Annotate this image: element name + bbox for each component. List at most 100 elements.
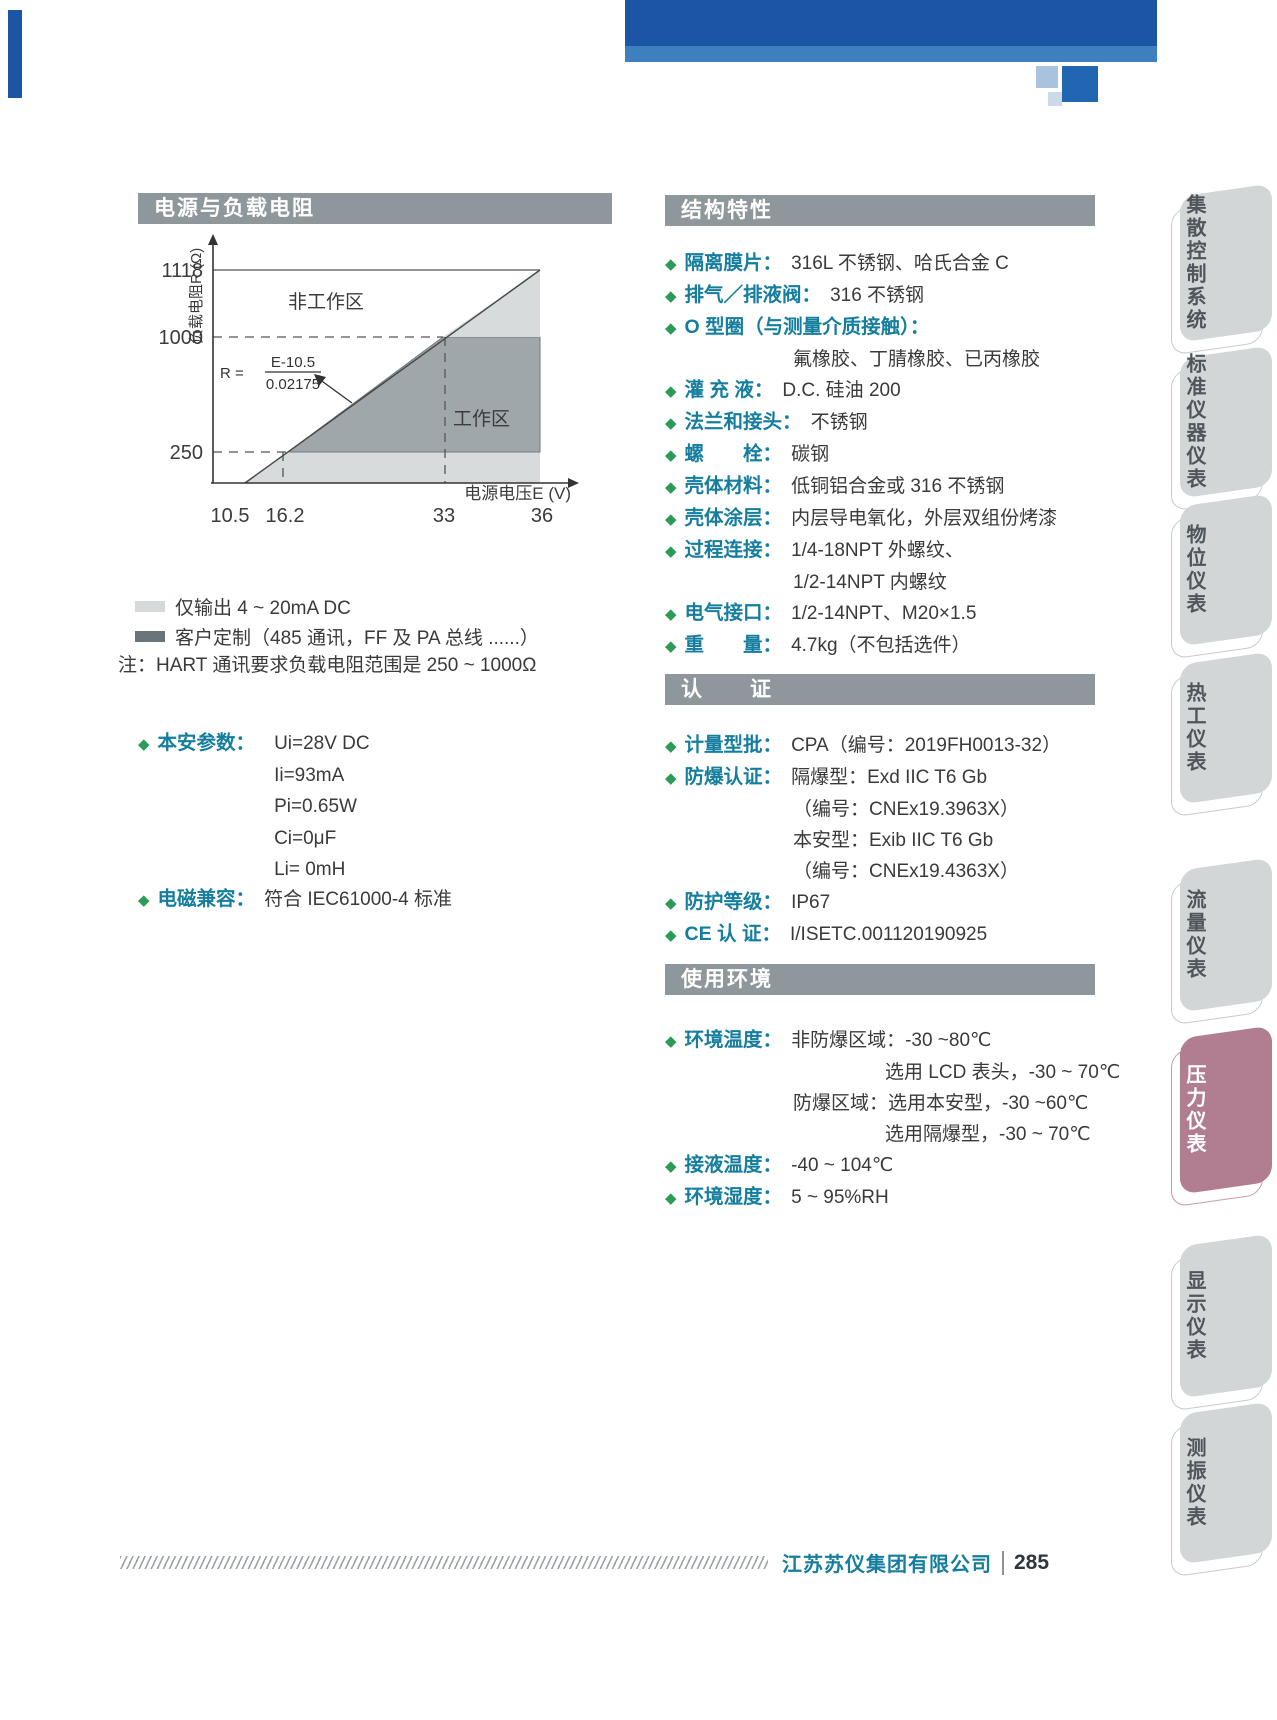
spec-row: ◆ 环境温度： 非防爆区域：-30 ~80℃ — [665, 1025, 1095, 1057]
diamond-bullet-icon: ◆ — [138, 892, 150, 909]
diamond-bullet-icon: ◆ — [665, 1190, 677, 1207]
tab-label: 集散控制系统 — [1183, 194, 1205, 332]
formula-denominator: 0.02175 — [266, 376, 320, 393]
sidebar-tab-pressure-instruments[interactable]: 压力仪表 — [1171, 1025, 1272, 1208]
spec-label: 法兰和接头： — [684, 411, 802, 433]
y-axis-arrow-icon — [208, 234, 218, 245]
spec-label: 排气／排液阀： — [684, 284, 822, 306]
spec-label: 电磁兼容： — [157, 888, 256, 910]
tab-label: 标准仪器仪表 — [1183, 353, 1205, 491]
tab-label: 显示仪表 — [1183, 1270, 1205, 1362]
spec-value: 5 ~ 95%RH — [791, 1187, 889, 1208]
diamond-bullet-icon: ◆ — [665, 1158, 677, 1175]
tab-label: 测振仪表 — [1183, 1437, 1205, 1529]
spec-value: Li= 0mH — [274, 859, 346, 880]
formula-numerator: E-10.5 — [271, 354, 315, 371]
sidebar-tab-dcs[interactable]: 集散控制系统 — [1171, 183, 1272, 356]
spec-label: 螺 栓： — [684, 443, 783, 465]
spec-label: 壳体材料： — [684, 475, 783, 497]
spec-row: ◆ O 型圈（与测量介质接触）： — [665, 312, 1095, 344]
spec-row: 本安型：Exib IIC T6 Gb — [665, 825, 1095, 856]
spec-row: 1/2-14NPT 内螺纹 — [665, 567, 1095, 598]
legend-item: 仅输出 4 ~ 20mA DC — [135, 591, 539, 621]
spec-value: 316 不锈钢 — [830, 285, 925, 306]
hart-note: 注：HART 通讯要求负载电阻范围是 250 ~ 1000Ω — [118, 655, 537, 676]
legend-label: 仅输出 4 ~ 20mA DC — [175, 597, 351, 619]
spec-value: 1/2-14NPT 内螺纹 — [793, 572, 947, 593]
diamond-bullet-icon: ◆ — [665, 256, 677, 273]
spec-label: 电气接口： — [684, 602, 783, 624]
spec-value: 316L 不锈钢、哈氏合金 C — [791, 253, 1009, 274]
spec-label: 防护等级： — [684, 891, 783, 913]
spec-value: 碳钢 — [791, 444, 830, 465]
x-tick-10-5: 10.5 — [211, 505, 250, 527]
spec-value: 符合 IEC61000-4 标准 — [264, 889, 453, 910]
diamond-bullet-icon: ◆ — [665, 543, 677, 560]
spec-label: 本安参数： — [157, 732, 256, 754]
section-header-certification: 认 证 — [665, 674, 1095, 705]
diamond-bullet-icon: ◆ — [665, 288, 677, 305]
section-header-structure: 结构特性 — [665, 195, 1095, 226]
spec-label: O 型圈（与测量介质接触）： — [684, 316, 930, 338]
x-axis-label: 电源电压E (V) — [464, 484, 571, 503]
diamond-bullet-icon: ◆ — [665, 383, 677, 400]
spec-row: ◆ 防爆认证： 隔爆型：Exd IIC T6 Gb — [665, 762, 1095, 794]
footer-hatch-decoration — [120, 1556, 768, 1569]
spec-row: ◆ 壳体材料： 低铜铝合金或 316 不锈钢 — [665, 471, 1095, 503]
diamond-bullet-icon: ◆ — [665, 606, 677, 623]
spec-row: ◆ 计量型批： CPA（编号：2019FH0013-32） — [665, 730, 1095, 762]
right-column: 结构特性 ◆ 隔离膜片： 316L 不锈钢、哈氏合金 C ◆ 排气／排液阀： 316 不… — [665, 195, 1120, 1214]
spec-row: ◆ 法兰和接头： 不锈钢 — [665, 407, 1095, 439]
spec-row: ◆ CE 认 证： I/ISETC.001120190925 — [665, 919, 1095, 951]
diamond-bullet-icon: ◆ — [665, 738, 677, 755]
spec-value: Ci=0μF — [274, 827, 337, 849]
spec-row: 防爆区域：选用本安型，-30 ~60℃ — [665, 1088, 1095, 1119]
x-tick-16-2: 16.2 — [266, 505, 305, 527]
spec-row: ◆ 壳体涂层： 内层导电氧化，外层双组份烤漆 — [665, 503, 1095, 535]
spec-row: ◆ 螺 栓： 碳钢 — [665, 439, 1095, 471]
spec-label: 环境湿度： — [684, 1186, 783, 1208]
non-working-region-label: 非工作区 — [288, 291, 364, 313]
diamond-bullet-icon: ◆ — [665, 1033, 677, 1050]
spec-row: ◆ 隔离膜片： 316L 不锈钢、哈氏合金 C — [665, 248, 1095, 280]
diamond-bullet-icon: ◆ — [665, 770, 677, 787]
spec-label: 灌 充 液： — [684, 379, 774, 401]
spec-label: 计量型批： — [684, 734, 783, 756]
spec-row: ◆ 接液温度： -40 ~ 104℃ — [665, 1150, 1095, 1182]
page-number: 285 — [1014, 1550, 1050, 1574]
environment-rows: ◆ 环境温度： 非防爆区域：-30 ~80℃ 选用 LCD 表头，-30 ~ 70℃… — [665, 1025, 1120, 1214]
formula-arrow — [318, 378, 353, 404]
x-tick-33: 33 — [433, 505, 455, 527]
spec-value: 低铜铝合金或 316 不锈钢 — [791, 476, 1005, 497]
spec-value: Pi=0.65W — [274, 796, 357, 817]
sidebar-tab-thermal-instruments[interactable]: 热工仪表 — [1171, 651, 1272, 818]
spec-label: 接液温度： — [684, 1154, 783, 1176]
diamond-bullet-icon: ◆ — [665, 415, 677, 432]
banner-decoration — [625, 0, 1157, 62]
tab-label: 流量仪表 — [1183, 889, 1205, 981]
tab-label: 压力仪表 — [1183, 1064, 1205, 1156]
sidebar-tab-vibration-instruments[interactable]: 测振仪表 — [1171, 1401, 1272, 1578]
spec-row: ◆ 防护等级： IP67 — [665, 887, 1095, 919]
spec-label: 壳体涂层： — [684, 507, 783, 529]
spec-row: （编号：CNEx19.4363X） — [665, 856, 1095, 887]
spec-value: I/ISETC.001120190925 — [789, 924, 988, 945]
banner-stripe-decoration — [625, 46, 1157, 62]
structure-rows: ◆ 隔离膜片： 316L 不锈钢、哈氏合金 C ◆ 排气／排液阀： 316 不锈钢 ◆ O… — [665, 248, 1095, 662]
sidebar-tab-level-instruments[interactable]: 物位仪表 — [1171, 493, 1272, 660]
chart-legend: 仅输出 4 ~ 20mA DC 客户定制（485 通讯，FF 及 PA 总线 .… — [135, 591, 539, 651]
spec-value: 4.7kg（不包括选件） — [791, 635, 971, 656]
spec-label: CE 认 证： — [684, 923, 781, 945]
working-region-label: 工作区 — [453, 408, 510, 430]
sidebar-tab-flow-instruments[interactable]: 流量仪表 — [1171, 857, 1272, 1026]
sidebar-tab-standard-instruments[interactable]: 标准仪器仪表 — [1171, 345, 1272, 512]
pixel-square-decoration — [1062, 66, 1098, 102]
load-resistance-chart: 1118 1000 250 负载电阻R (Ω) 10.5 16.2 33 36 … — [159, 234, 579, 527]
diamond-bullet-icon: ◆ — [665, 511, 677, 528]
spec-row: ◆ 环境湿度： 5 ~ 95%RH — [665, 1182, 1095, 1214]
spec-value: （编号：CNEx19.4363X） — [793, 861, 1019, 882]
y-tick-1000: 1000 — [159, 327, 204, 349]
sidebar-tab-display-instruments[interactable]: 显示仪表 — [1171, 1233, 1272, 1412]
y-tick-1118: 1118 — [161, 260, 203, 282]
section-header-environment: 使用环境 — [665, 964, 1095, 995]
